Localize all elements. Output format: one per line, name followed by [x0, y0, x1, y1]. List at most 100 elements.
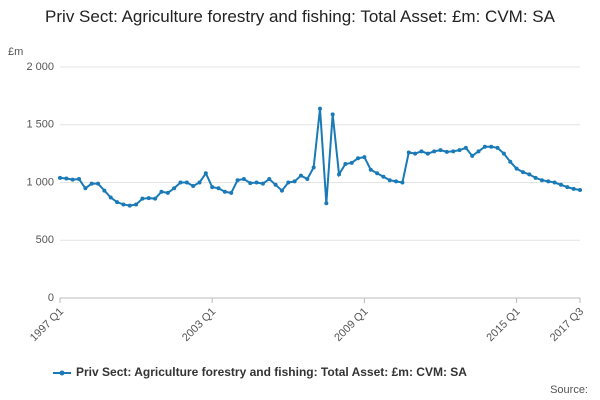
point	[216, 186, 221, 191]
point	[470, 153, 475, 158]
y-tick-label: 1 500	[26, 119, 54, 131]
point	[178, 180, 183, 185]
point	[64, 176, 69, 181]
point	[463, 145, 468, 150]
y-tick-label: 0	[48, 292, 54, 304]
point	[330, 112, 335, 117]
point	[444, 149, 449, 154]
point	[394, 179, 399, 184]
x-tick-label: 2017 Q3	[548, 306, 586, 344]
point	[89, 181, 94, 186]
y-axis-label: £m	[8, 46, 23, 58]
legend-marker	[59, 370, 65, 376]
point	[286, 180, 291, 185]
point	[77, 177, 82, 182]
x-tick-label: 1997 Q1	[28, 306, 66, 344]
point	[533, 175, 538, 180]
point	[457, 148, 462, 153]
x-tick-label: 2015 Q1	[484, 306, 522, 344]
y-tick-label: 1 000	[26, 176, 54, 188]
point	[260, 181, 265, 186]
point	[539, 178, 544, 183]
point	[115, 200, 120, 205]
point	[292, 179, 297, 184]
point	[70, 177, 75, 182]
point	[375, 171, 380, 176]
point	[362, 155, 367, 160]
point	[419, 149, 424, 154]
point	[191, 183, 196, 188]
point	[527, 172, 532, 177]
point	[324, 201, 329, 206]
point	[96, 181, 101, 186]
point	[153, 196, 158, 201]
point	[318, 106, 322, 111]
point	[311, 165, 316, 170]
point	[337, 172, 342, 177]
point	[514, 166, 519, 171]
series-line	[59, 108, 581, 207]
point	[229, 190, 234, 195]
point	[235, 178, 240, 183]
y-tick-label: 500	[36, 234, 54, 246]
point	[489, 144, 494, 149]
point	[356, 156, 361, 161]
point	[165, 190, 170, 195]
point	[520, 170, 525, 175]
point	[146, 196, 151, 201]
point	[546, 179, 551, 184]
point	[210, 185, 215, 190]
x-tick-label: 2003 Q1	[180, 306, 218, 344]
point	[159, 189, 164, 194]
point	[387, 178, 392, 183]
point	[451, 149, 456, 154]
point	[273, 182, 278, 187]
point	[298, 173, 303, 178]
point	[254, 180, 259, 185]
point	[571, 186, 576, 191]
point	[476, 149, 481, 154]
point	[343, 162, 348, 167]
point	[197, 180, 202, 185]
point	[248, 181, 253, 186]
point	[172, 186, 177, 191]
x-tick-label: 2009 Q1	[332, 306, 370, 344]
point	[121, 202, 126, 207]
point	[552, 180, 557, 185]
point	[279, 188, 284, 193]
point	[108, 195, 113, 200]
point	[425, 151, 430, 156]
point	[482, 144, 487, 149]
point	[438, 148, 443, 153]
point	[267, 177, 272, 182]
point	[381, 174, 386, 179]
chart-title: Priv Sect: Agriculture forestry and fish…	[45, 7, 555, 26]
legend-label: Priv Sect: Agriculture forestry and fish…	[76, 365, 467, 379]
point	[134, 202, 139, 207]
point	[508, 159, 513, 164]
source: Source:	[550, 384, 588, 396]
point	[241, 177, 246, 182]
point	[58, 175, 62, 180]
point	[578, 188, 582, 193]
point	[203, 171, 208, 176]
point	[495, 145, 500, 150]
point	[432, 149, 437, 154]
point	[140, 196, 145, 201]
point	[349, 160, 354, 165]
point	[222, 189, 227, 194]
point	[368, 167, 373, 172]
point	[400, 180, 405, 185]
point	[83, 186, 88, 191]
y-tick-label: 2 000	[26, 61, 54, 73]
point	[127, 203, 132, 208]
point	[406, 150, 411, 155]
point	[184, 180, 189, 185]
point	[102, 188, 107, 193]
point	[565, 185, 570, 190]
point	[501, 151, 506, 156]
point	[558, 182, 563, 187]
point	[413, 151, 418, 156]
